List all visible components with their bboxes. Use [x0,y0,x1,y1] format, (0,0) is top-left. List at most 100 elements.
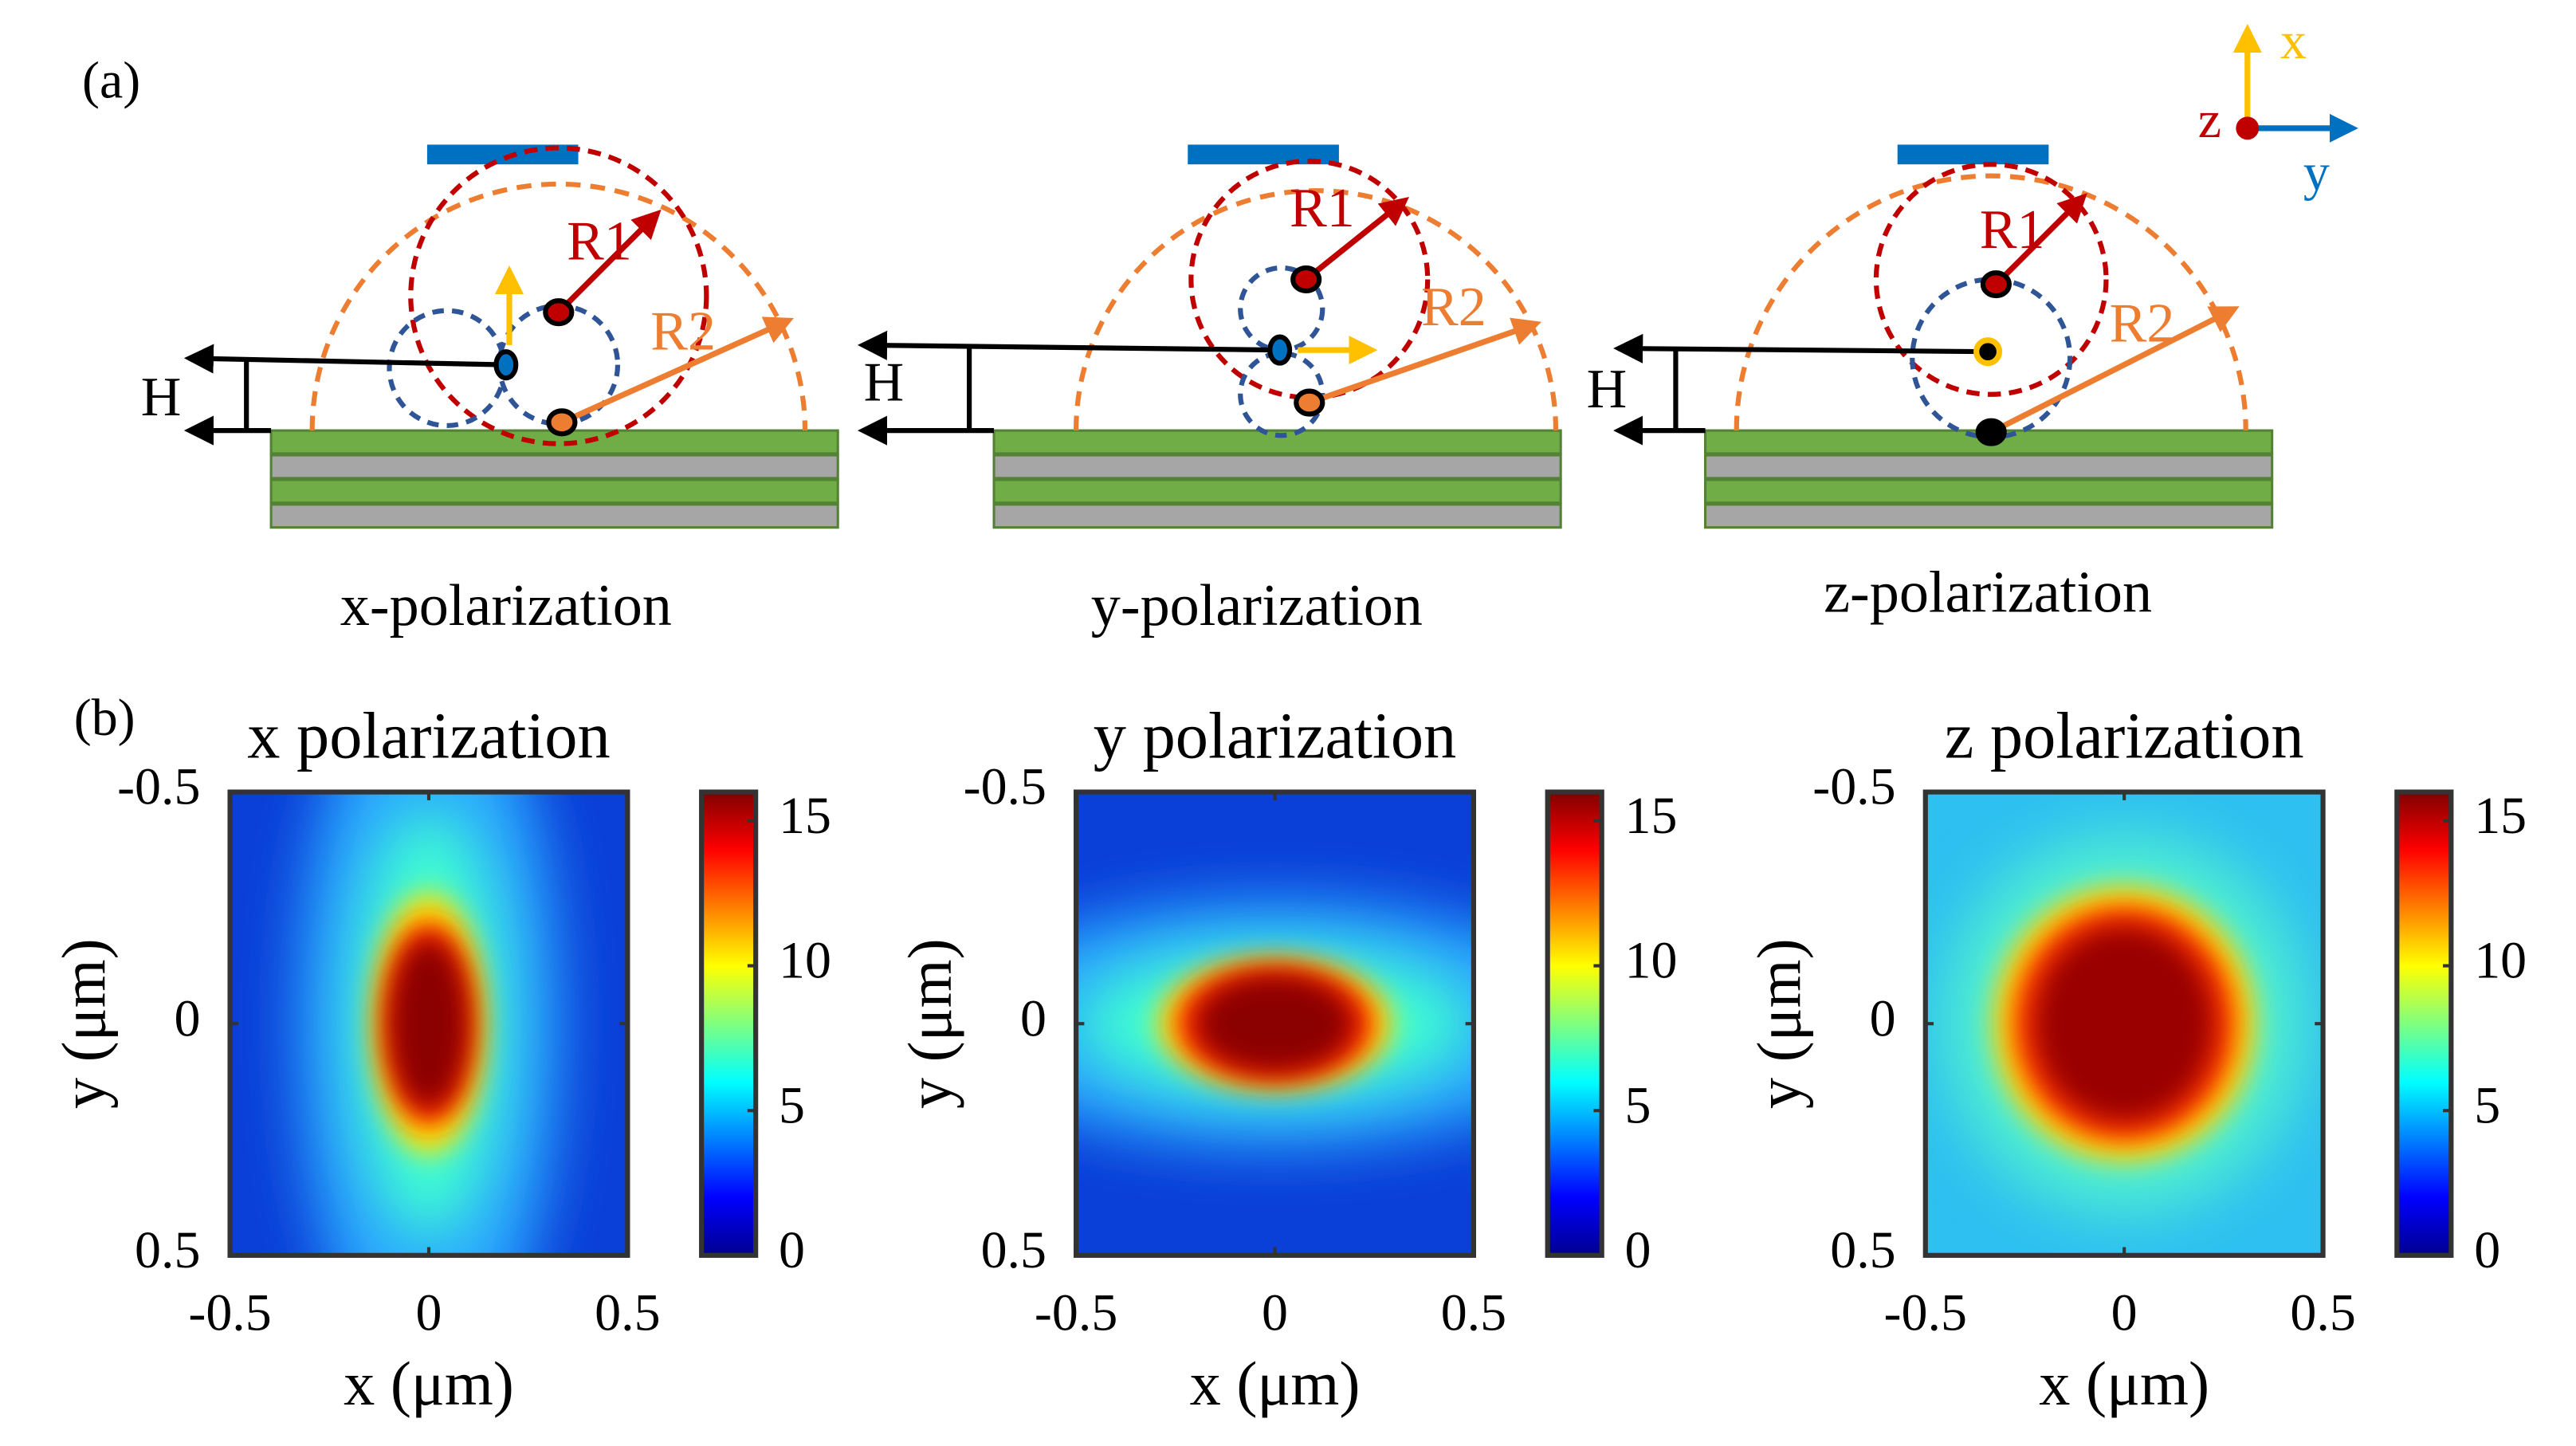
r2-label: R2 [1421,277,1486,338]
dipole [543,298,575,327]
x-axis-label: x (μm) [1190,1349,1361,1418]
substrate-layer [992,478,1562,505]
r1-label: R1 [567,210,632,272]
r1-label: R1 [1980,199,2045,261]
dipole [1973,337,2003,367]
y-tick-label: -0.5 [117,758,200,816]
dipole [1290,265,1322,293]
detector-bar [1897,144,2049,165]
y-tick-label: -0.5 [964,758,1046,816]
colorbar-tick-label: 5 [1625,1076,1651,1134]
axis-z-dot [2236,116,2260,140]
h-line [1613,333,1989,363]
y-tick-label: 0 [1020,989,1046,1047]
colorbar-tick-label: 15 [1625,787,1678,845]
plot-title: x polarization [247,700,611,772]
y-tick-label: 0 [1870,989,1896,1047]
x-tick-label: 0 [415,1283,442,1342]
x-tick-label: -0.5 [1884,1283,1967,1342]
dipole [493,349,519,381]
image-dipole [1294,388,1325,417]
substrate-layer [1704,503,2274,529]
colorbar-tick-label: 0 [779,1221,805,1279]
caption: y-polarization [1091,573,1423,639]
r2-boundary [309,181,808,431]
plot-title: y polarization [1094,700,1457,772]
colorbar-tick-label: 0 [1625,1221,1651,1279]
substrate-layer [992,454,1562,480]
dipole-circle [387,308,507,429]
axis-y-label: y [2303,143,2330,202]
r2-label: R2 [2110,293,2175,354]
r1-arrow [1993,193,2087,287]
substrate-layer [1704,454,2274,480]
r2-arrow [560,316,794,426]
colorbar [2394,789,2454,1258]
y-tick-label: 0.5 [981,1221,1046,1279]
h-line [857,330,1280,360]
x-axis-label: x (μm) [2039,1349,2209,1418]
r2-arrow [1989,306,2240,435]
x-tick-label: 0 [2111,1283,2138,1342]
colorbar-tick-label: 0 [2474,1221,2500,1279]
colorbar [1545,789,1604,1258]
substrate-layer [992,503,1562,529]
colorbar-tick-label: 10 [1625,932,1678,990]
y-axis-label: y (μm) [49,938,118,1109]
colorbar [699,789,759,1258]
heatmap [230,792,628,1255]
y-tick-label: -0.5 [1812,758,1895,816]
substrate-layer [269,503,839,529]
axis-z-label: z [2198,91,2221,149]
r2-arrow [1308,317,1542,406]
axis-x-label: x [2280,12,2307,70]
y-tick-label: 0.5 [135,1221,200,1279]
colorbar-tick-label: 15 [2474,787,2527,845]
y-tick-label: 0 [175,989,201,1047]
heatmap [1925,792,2323,1255]
substrate-layer [269,478,839,505]
r1-boundary [1188,158,1431,400]
h-label: H [864,352,905,414]
x-tick-label: -0.5 [1035,1283,1117,1342]
substrate-layer [269,454,839,480]
dipole [1267,334,1293,366]
heatmap-level [2033,925,2215,1122]
r2-boundary [1074,188,1559,431]
x-tick-label: 0.5 [2290,1283,2355,1342]
y-tick-label: 0.5 [1830,1221,1895,1279]
r1-arrow [1304,197,1409,282]
r1-arrow [556,209,662,315]
colorbar-tick-label: 5 [2474,1076,2500,1134]
image-dipole [546,408,578,437]
panel-label: (a) [82,51,140,109]
colorbar-tick-label: 5 [779,1076,805,1134]
dipole [1980,270,2012,299]
h-label: H [141,367,182,428]
h-line [183,344,506,374]
colorbar-tick-label: 15 [779,787,831,845]
image-dipole [1975,418,2007,446]
x-tick-label: 0.5 [595,1283,660,1342]
r2-label: R2 [650,301,716,363]
caption: z-polarization [1824,560,2152,625]
dipole-circle [1238,351,1325,438]
x-tick-label: 0 [1262,1283,1288,1342]
x-axis-label: x (μm) [344,1349,514,1418]
caption: x-polarization [340,573,672,639]
colorbar-tick-label: 10 [2474,932,2527,990]
r1-boundary [408,145,709,446]
heatmap-level [389,938,469,1110]
y-axis-label: y (μm) [895,938,964,1109]
x-tick-label: 0.5 [1441,1283,1506,1342]
colorbar-tick-label: 10 [779,932,831,990]
y-axis-label: y (μm) [1745,938,1814,1109]
h-label: H [1587,359,1628,420]
x-tick-label: -0.5 [188,1283,271,1342]
panel-label: (b) [74,689,135,747]
r1-label: R1 [1290,178,1355,239]
heatmap-level [1196,974,1354,1074]
heatmap [1076,792,1474,1255]
